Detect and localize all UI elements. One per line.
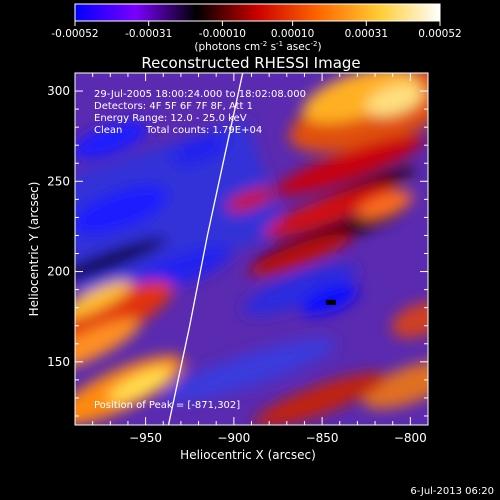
x-tick-label: −800 — [394, 431, 427, 445]
colorbar-unit-label: (photons cm-2 s-1 asec-2) — [194, 40, 321, 53]
info-detectors: Detectors: 4F 5F 6F 7F 8F, Att 1 — [94, 101, 253, 112]
colorbar-tick-label: 0.00031 — [345, 28, 388, 40]
info-block: 29-Jul-2005 18:00:24.000 to 18:02:08.000… — [94, 89, 306, 411]
colorbar-tick-label: 0.00010 — [271, 28, 314, 40]
y-tick-label: 150 — [47, 355, 70, 369]
colorbar-tick-label: 0.00052 — [418, 28, 461, 40]
heatmap-image — [75, 73, 428, 425]
footer-date: 6-Jul-2013 06:20 — [410, 486, 494, 497]
y-tick-label: 200 — [47, 265, 70, 279]
colorbar-tick-label: -0.00031 — [125, 28, 172, 40]
colorbar-tick-label: -0.00052 — [51, 28, 98, 40]
info-clean: Clean — [94, 125, 122, 136]
colorbar: -0.00052 -0.00031 -0.00010 0.00010 0.00031 0.… — [51, 3, 462, 53]
colorbar-strip — [74, 3, 441, 22]
colorbar-ticks: -0.00052 -0.00031 -0.00010 0.00010 0.00031 0.… — [51, 21, 462, 40]
solar-limb-curve — [167, 73, 244, 425]
y-axis: 150 200 250 300 — [47, 72, 428, 417]
x-tick-label: −850 — [306, 431, 339, 445]
y-tick-label: 300 — [47, 84, 70, 98]
colorbar-tick-label: -0.00010 — [199, 28, 246, 40]
x-tick-label: −900 — [217, 431, 250, 445]
y-tick-label: 250 — [47, 174, 70, 188]
minimum-marker — [325, 299, 336, 305]
peak-position-label: Position of Peak = [-871,302] — [94, 400, 240, 411]
y-axis-label: Heliocentric Y (arcsec) — [27, 182, 41, 317]
info-total-counts: Total counts: 1.79E+04 — [145, 125, 262, 136]
info-time-range: 29-Jul-2005 18:00:24.000 to 18:02:08.000 — [94, 89, 306, 100]
x-axis-label: Heliocentric X (arcsec) — [180, 448, 316, 462]
chart-title: Reconstructed RHESSI Image — [141, 54, 360, 72]
x-tick-label: −950 — [129, 431, 162, 445]
info-energy-range: Energy Range: 12.0 - 25.0 keV — [94, 113, 247, 124]
x-axis: −950 −900 −850 −800 — [74, 73, 429, 445]
